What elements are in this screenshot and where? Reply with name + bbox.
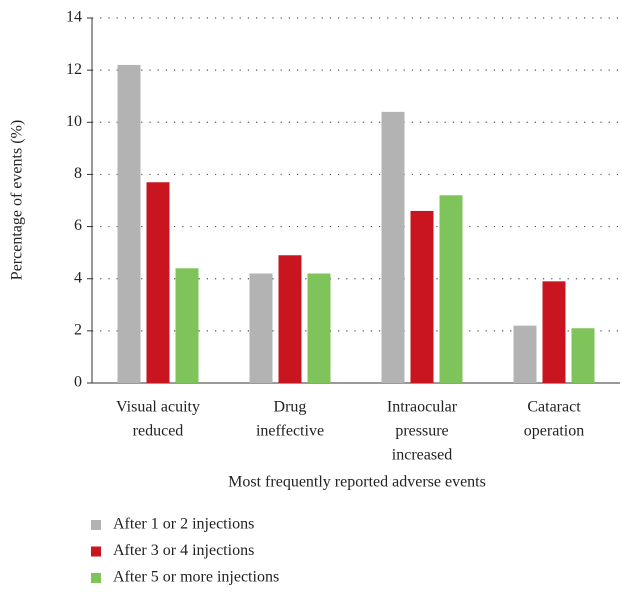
legend-label: After 5 or more injections xyxy=(113,569,279,586)
bar xyxy=(513,325,537,383)
x-tick-label: Drug xyxy=(274,399,307,416)
y-tick-label: 14 xyxy=(66,9,82,26)
x-tick-label: operation xyxy=(524,423,584,440)
legend-swatch xyxy=(91,573,101,583)
legend-swatch xyxy=(91,546,101,557)
y-tick-label: 2 xyxy=(74,322,82,339)
bar xyxy=(542,281,566,383)
x-tick-label: ineffective xyxy=(256,423,324,440)
x-tick-label: pressure xyxy=(395,423,448,440)
bar xyxy=(439,195,463,383)
bar xyxy=(249,273,273,383)
y-tick-label: 0 xyxy=(74,374,82,391)
legend-swatch xyxy=(91,520,101,530)
bar xyxy=(117,64,141,383)
y-tick-label: 10 xyxy=(66,113,82,130)
x-tick-label: Visual acuity xyxy=(116,399,200,416)
bar xyxy=(175,268,199,383)
x-axis-label: Most frequently reported adverse events xyxy=(228,474,486,491)
y-tick-label: 8 xyxy=(74,165,82,182)
legend-label: After 3 or 4 injections xyxy=(113,542,254,559)
bar xyxy=(146,182,170,383)
bar xyxy=(571,328,595,383)
bar xyxy=(381,111,405,383)
y-tick-label: 4 xyxy=(74,269,82,286)
x-tick-label: Intraocular xyxy=(387,399,458,416)
legend-label: After 1 or 2 injections xyxy=(113,516,254,533)
bar xyxy=(410,210,434,383)
x-tick-label: Cataract xyxy=(527,399,581,416)
x-tick-label: increased xyxy=(392,447,452,464)
y-tick-label: 12 xyxy=(66,61,82,78)
y-tick-label: 6 xyxy=(74,217,82,234)
x-tick-label: reduced xyxy=(133,423,184,440)
bar xyxy=(278,255,302,383)
y-axis-label: Percentage of events (%) xyxy=(9,120,26,280)
bar xyxy=(307,273,331,383)
